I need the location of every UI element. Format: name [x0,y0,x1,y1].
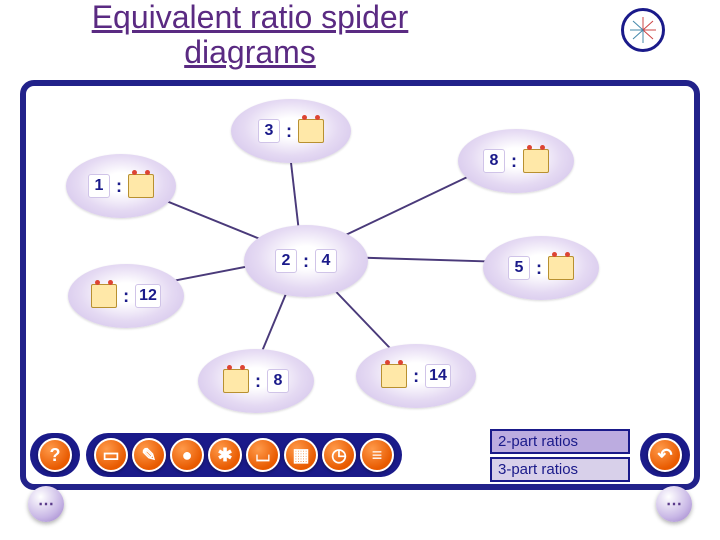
tools-group: ▭✎●✱⌴▦◷≡ [86,433,402,477]
ratio-right: 4 [315,249,337,273]
undo-button[interactable]: ↶ [648,438,682,472]
ruler-icon[interactable]: ≡ [360,438,394,472]
ratio-blank[interactable] [548,256,574,280]
outer-bubble: 3: [231,99,351,163]
marker-icon[interactable]: ● [170,438,204,472]
ratio-right: 14 [425,364,451,388]
outer-bubble: 8: [458,129,574,193]
ratio-colon: : [411,366,421,387]
ratio-blank[interactable] [223,369,249,393]
pen-icon[interactable]: ✎ [132,438,166,472]
ratio-colon: : [114,176,124,197]
ratio-colon: : [121,286,131,307]
undo-group: ↶ [640,433,690,477]
outer-bubble: :8 [198,349,314,413]
page-title: Equivalent ratio spider diagrams [60,0,440,70]
ratio-blank[interactable] [523,149,549,173]
prev-slide-button[interactable]: ⋯ [28,486,64,522]
ratio-blank[interactable] [381,364,407,388]
center-bubble: 2:4 [244,225,368,297]
timer-icon[interactable]: ◷ [322,438,356,472]
cup-icon[interactable]: ⌴ [246,438,280,472]
activity-board: 2:41:3:8:5::14:8:12 ? ▭✎●✱⌴▦◷≡ 2-part ra… [20,80,700,490]
ratio-colon: : [284,121,294,142]
ratio-colon: : [534,258,544,279]
ratio-left: 2 [275,249,297,273]
help-group: ? [30,433,80,477]
eraser-icon[interactable]: ▭ [94,438,128,472]
outer-bubble: 5: [483,236,599,300]
ratio-left: 8 [483,149,505,173]
mode-button[interactable]: 2-part ratios [490,429,630,454]
toolbar: ? ▭✎●✱⌴▦◷≡ 2-part ratios 3-part ratios ↶ [30,430,690,480]
mode-group: 2-part ratios 3-part ratios [490,429,630,482]
calc-icon[interactable]: ▦ [284,438,318,472]
outer-bubble: 1: [66,154,176,218]
ratio-left: 3 [258,119,280,143]
outer-bubble: :14 [356,344,476,408]
ratio-left: 5 [508,256,530,280]
ratio-blank[interactable] [128,174,154,198]
ratio-left: 1 [88,174,110,198]
help-button[interactable]: ? [38,438,72,472]
mode-button[interactable]: 3-part ratios [490,457,630,482]
ratio-right: 12 [135,284,161,308]
next-slide-button[interactable]: ⋯ [656,486,692,522]
ratio-colon: : [301,251,311,272]
spinner-icon[interactable]: ✱ [208,438,242,472]
compass-icon [621,8,665,52]
ratio-blank[interactable] [298,119,324,143]
ratio-right: 8 [267,369,289,393]
ratio-colon: : [509,151,519,172]
outer-bubble: :12 [68,264,184,328]
ratio-colon: : [253,371,263,392]
ratio-blank[interactable] [91,284,117,308]
